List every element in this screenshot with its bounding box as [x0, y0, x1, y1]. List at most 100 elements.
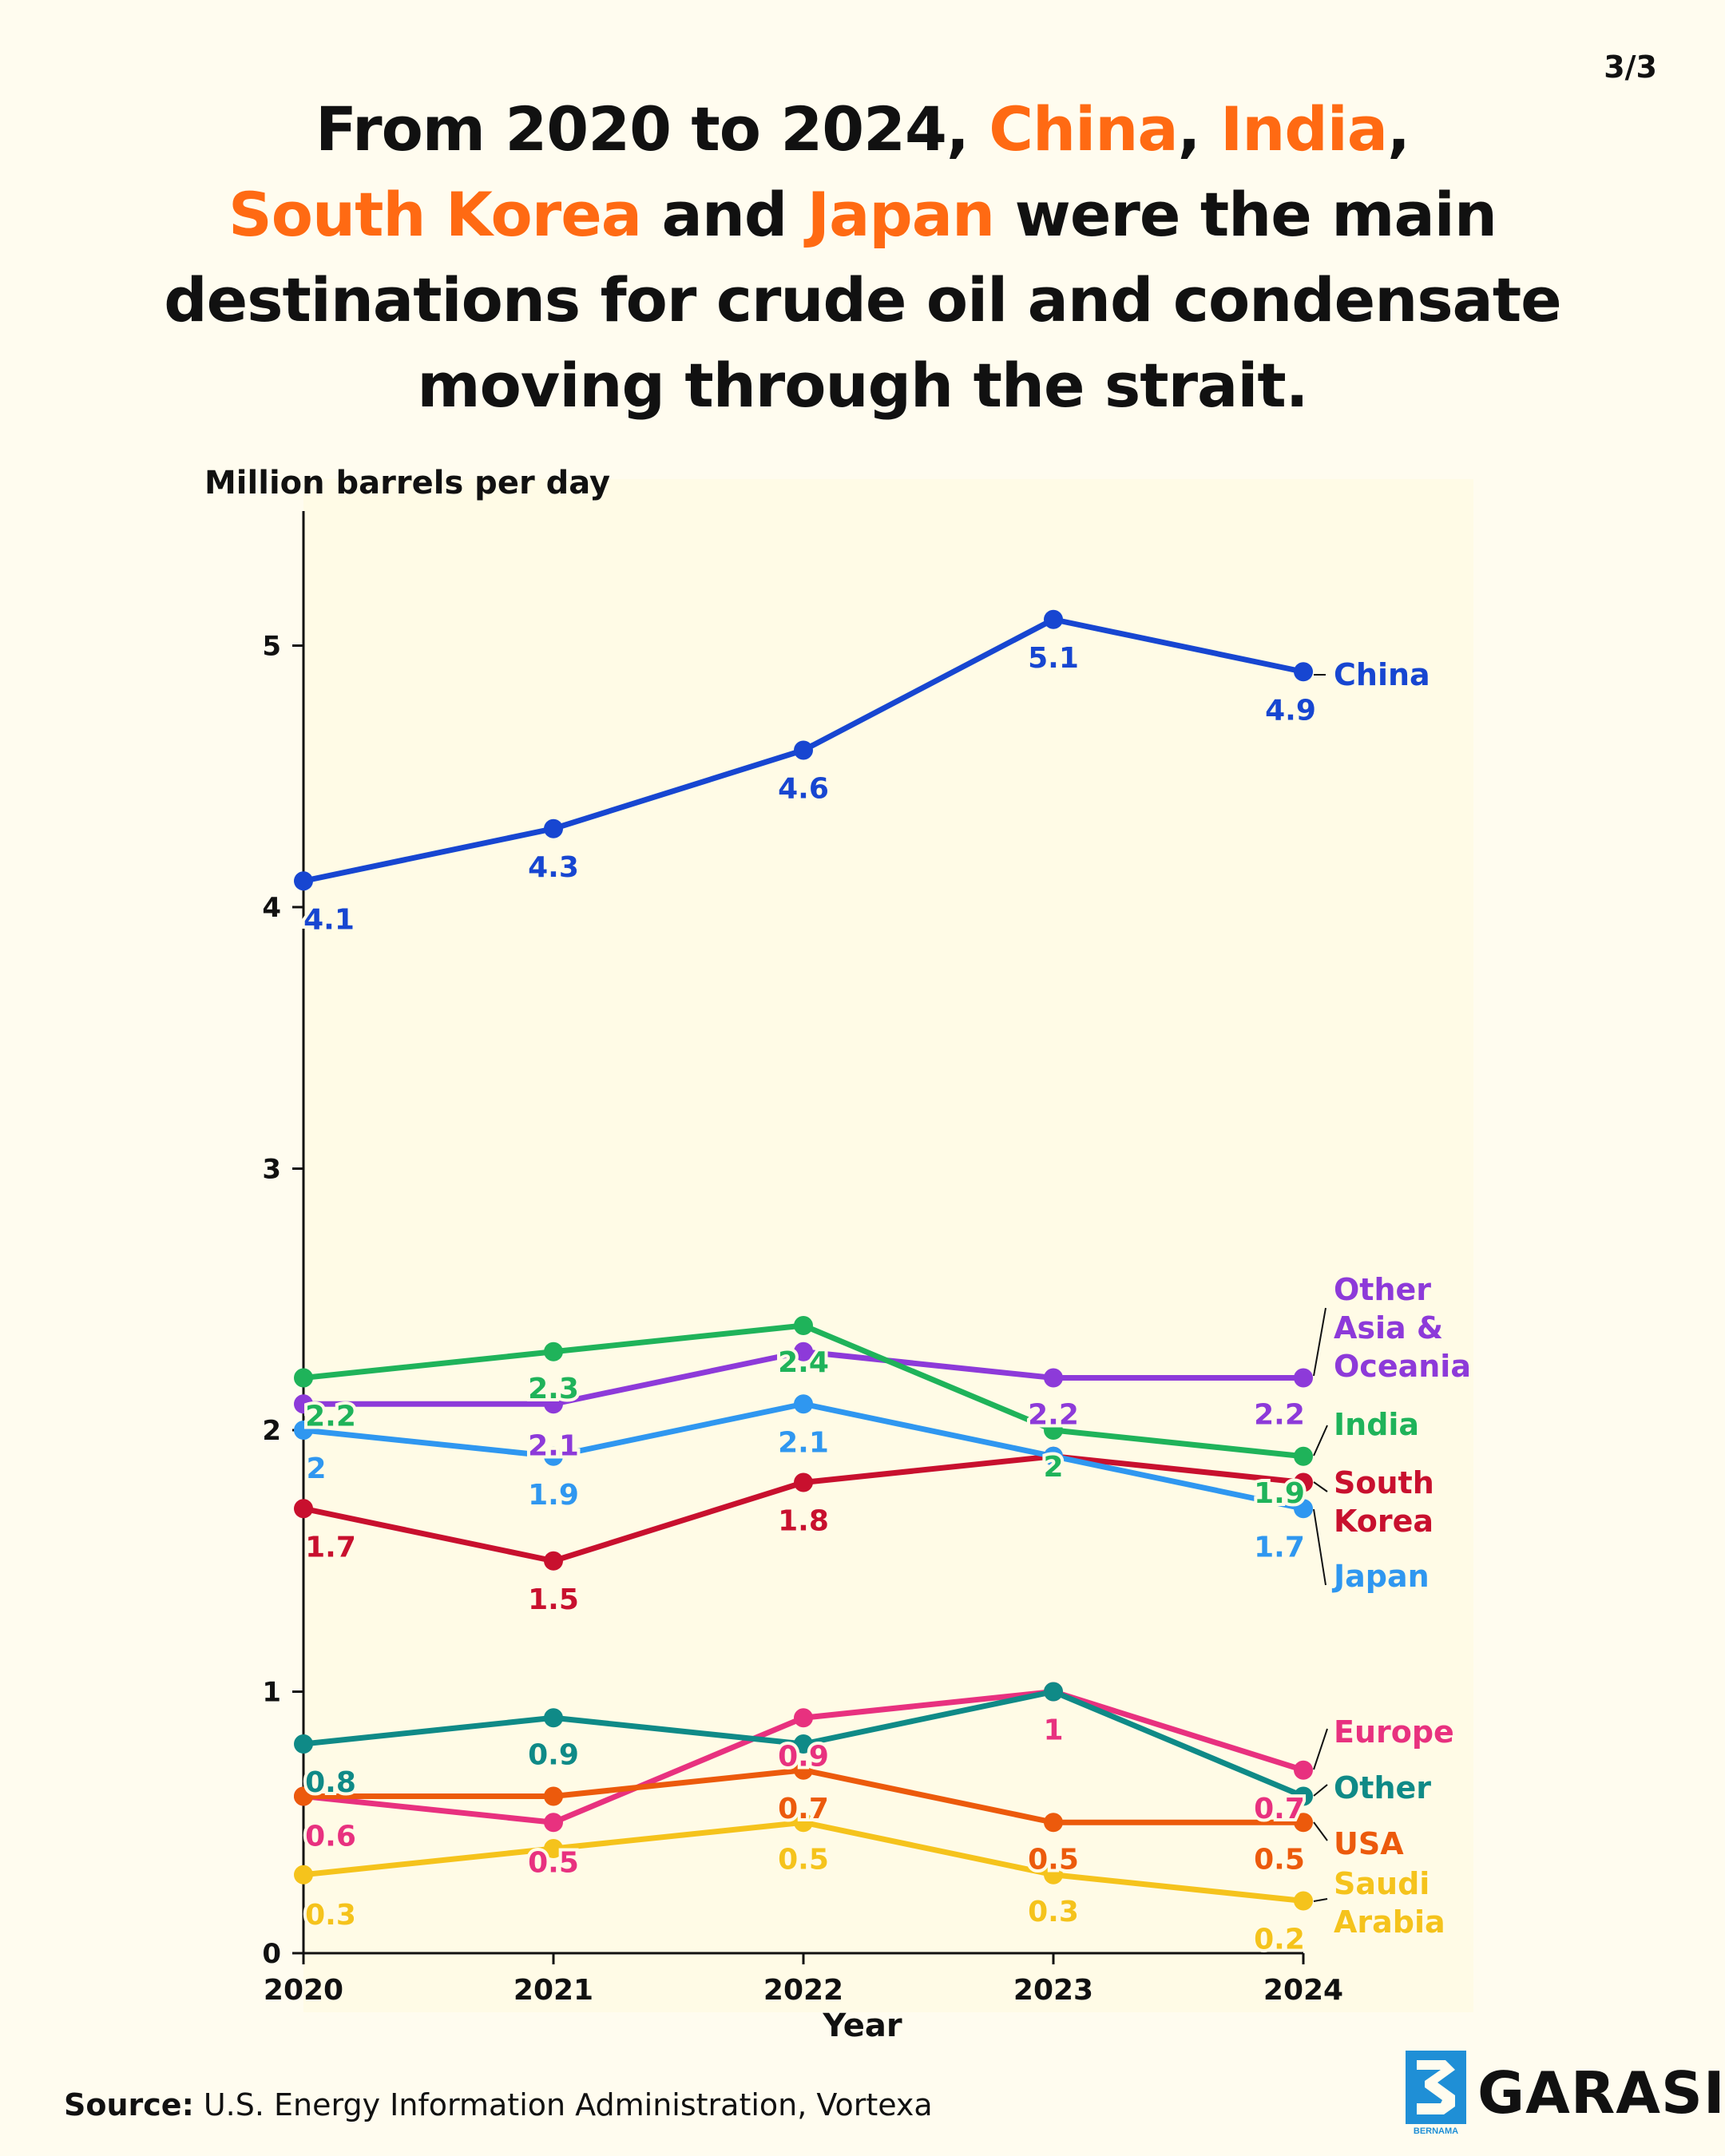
- data-label: 2.1: [778, 1426, 829, 1459]
- brand-logo: BERNAMA GARASI.: [1406, 2051, 1725, 2135]
- data-point: [294, 1786, 313, 1806]
- data-point: [294, 871, 313, 891]
- x-tick-label: 2024: [1263, 1974, 1343, 2007]
- data-point: [1294, 1786, 1313, 1806]
- headline-text: From 2020 to 2024,: [315, 93, 989, 164]
- x-axis-title: Year: [822, 2007, 902, 2044]
- data-point: [1044, 609, 1063, 629]
- label-leader-line: [1313, 1508, 1326, 1586]
- data-point: [1294, 1472, 1313, 1492]
- headline-line-2: South Korea and Japan were the main: [112, 172, 1613, 257]
- data-point: [294, 1734, 313, 1754]
- headline-text: ,: [1177, 93, 1220, 164]
- series-label: Asia &: [1334, 1310, 1443, 1346]
- data-point: [544, 1551, 563, 1571]
- data-label: 1.5: [528, 1583, 579, 1616]
- series-label: Oceania: [1334, 1349, 1471, 1384]
- data-point: [794, 740, 813, 760]
- data-point: [794, 1394, 813, 1414]
- data-point: [544, 1786, 563, 1806]
- data-label: 1.7: [305, 1531, 356, 1563]
- series-label: Other: [1334, 1272, 1431, 1307]
- data-label: 2.1: [528, 1429, 579, 1462]
- plot-area: [303, 479, 1473, 2012]
- data-label: 2: [1043, 1451, 1063, 1484]
- data-label: 0.9: [778, 1740, 829, 1773]
- data-label: 0.5: [1254, 1843, 1305, 1876]
- data-point: [1044, 1682, 1063, 1702]
- series-label: Saudi: [1334, 1866, 1430, 1901]
- data-label: 0.9: [528, 1738, 579, 1771]
- data-point: [1294, 1891, 1313, 1911]
- headline-text: were the main: [994, 179, 1497, 250]
- data-label: 0.5: [528, 1846, 579, 1879]
- bernama-logo-icon: BERNAMA: [1406, 2051, 1466, 2135]
- source-text: U.S. Energy Information Administration, …: [193, 2087, 933, 2122]
- data-point: [1294, 1446, 1313, 1466]
- label-leader-line: [1313, 1307, 1326, 1377]
- data-label: 4.1: [303, 903, 355, 936]
- data-point: [1044, 1865, 1063, 1885]
- series-label: China: [1334, 657, 1430, 692]
- headline-text: and: [641, 179, 807, 250]
- data-label: 0.8: [305, 1766, 356, 1799]
- y-tick-label: 4: [262, 892, 281, 924]
- data-label: 4.3: [528, 851, 579, 884]
- data-point: [544, 1446, 563, 1466]
- y-tick-label: 0: [262, 1938, 281, 1970]
- data-point: [1294, 1368, 1313, 1388]
- data-point: [794, 1708, 813, 1728]
- data-point: [294, 1499, 313, 1519]
- headline-line-4: moving through the strait.: [417, 350, 1308, 421]
- data-point: [1294, 1813, 1313, 1833]
- data-label: 2.2: [1254, 1399, 1305, 1432]
- y-tick-label: 5: [262, 631, 281, 663]
- x-tick-label: 2023: [1013, 1974, 1093, 2007]
- data-label: 0.2: [1254, 1924, 1305, 1956]
- page-number: 3/3: [1604, 50, 1657, 85]
- series-label: Europe: [1334, 1714, 1454, 1750]
- series-label: India: [1334, 1407, 1419, 1442]
- series-label: Arabia: [1334, 1904, 1445, 1940]
- x-tick-label: 2021: [514, 1974, 593, 2007]
- data-label: 2.2: [1028, 1399, 1079, 1432]
- y-tick-label: 1: [262, 1677, 281, 1709]
- y-axis-title: Million barrels per day: [204, 465, 610, 501]
- source-label: Source:: [64, 2087, 194, 2122]
- headline-highlight-japan: Japan: [807, 179, 995, 250]
- label-leader-line: [1313, 1728, 1328, 1770]
- label-leader-line: [1313, 1425, 1328, 1456]
- series-label: USA: [1334, 1826, 1404, 1861]
- data-label: 0.6: [305, 1821, 356, 1853]
- data-label: 1.8: [778, 1505, 829, 1538]
- data-point: [544, 1342, 563, 1361]
- data-point: [1294, 1499, 1313, 1519]
- data-point: [1044, 1813, 1063, 1833]
- data-label: 4.9: [1265, 694, 1316, 727]
- data-point: [1044, 1368, 1063, 1388]
- data-point: [1294, 1760, 1313, 1780]
- x-tick-label: 2022: [763, 1974, 843, 2007]
- series-label: South: [1334, 1465, 1434, 1500]
- data-label: 1.9: [528, 1479, 579, 1512]
- data-label: 5.1: [1028, 642, 1079, 675]
- headline-highlight-india: India: [1219, 93, 1388, 164]
- data-point: [794, 1316, 813, 1335]
- data-label: 0.7: [778, 1793, 829, 1825]
- data-label: 0.5: [1028, 1843, 1079, 1876]
- headline-line-1: From 2020 to 2024, China, India,: [112, 86, 1613, 172]
- data-point: [294, 1394, 313, 1414]
- series-label: Korea: [1334, 1504, 1434, 1539]
- data-point: [544, 1394, 563, 1414]
- series-label: Other: [1334, 1770, 1431, 1805]
- label-leader-line: [1313, 1821, 1328, 1841]
- line-chart: 0 1 2 3 4 5 2020 2021 2022 2023 2024 Million barrel…: [204, 465, 1473, 2044]
- data-label: 2: [306, 1453, 326, 1485]
- label-leader-line: [1313, 1481, 1328, 1492]
- data-label: 0.3: [305, 1899, 356, 1932]
- data-label: 2.4: [778, 1346, 829, 1379]
- data-point: [544, 1813, 563, 1833]
- data-point: [294, 1421, 313, 1440]
- data-label: 0.5: [778, 1843, 829, 1876]
- data-point: [294, 1368, 313, 1388]
